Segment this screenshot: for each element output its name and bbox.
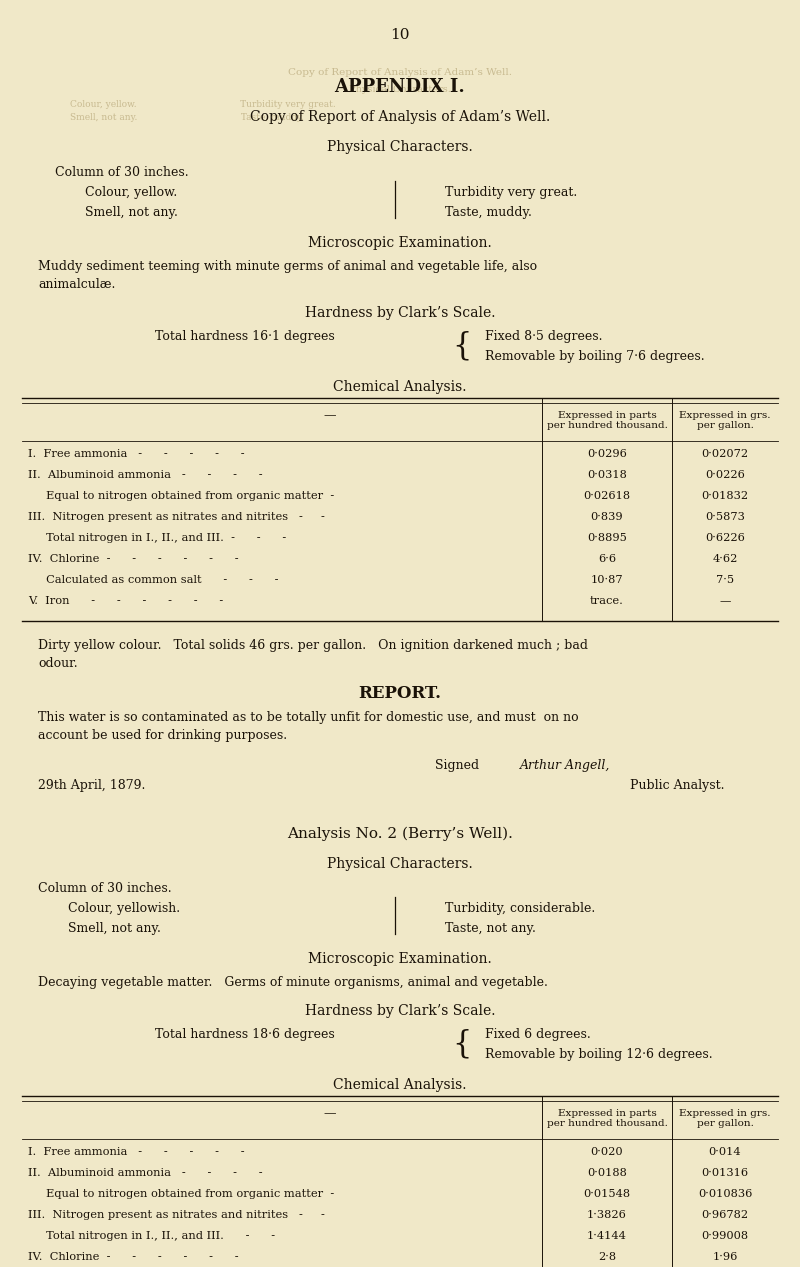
Text: Taste, not any.: Taste, not any. [445, 922, 536, 935]
Text: 0·6226: 0·6226 [705, 533, 745, 544]
Text: Equal to nitrogen obtained from organic matter  -: Equal to nitrogen obtained from organic … [28, 492, 334, 500]
Text: 0·8895: 0·8895 [587, 533, 627, 544]
Text: account be used for drinking purposes.: account be used for drinking purposes. [38, 729, 287, 742]
Text: 0·0296: 0·0296 [587, 449, 627, 459]
Text: I.  Free ammonia   -      -      -      -      -: I. Free ammonia - - - - - [28, 449, 245, 459]
Text: 10·87: 10·87 [590, 575, 623, 585]
Text: Decaying vegetable matter.   Germs of minute organisms, animal and vegetable.: Decaying vegetable matter. Germs of minu… [38, 976, 548, 990]
Text: Total hardness 18·6 degrees: Total hardness 18·6 degrees [155, 1028, 334, 1041]
Text: APPENDIX I.: APPENDIX I. [334, 79, 466, 96]
Text: 1·4144: 1·4144 [587, 1232, 627, 1240]
Text: 0·839: 0·839 [590, 512, 623, 522]
Text: {: { [452, 329, 471, 361]
Text: Hardness by Clark’s Scale.: Hardness by Clark’s Scale. [305, 307, 495, 321]
Text: Expressed in parts
per hundred thousand.: Expressed in parts per hundred thousand. [546, 411, 667, 431]
Text: Smell, not any.: Smell, not any. [85, 207, 178, 219]
Text: Removable by boiling 7·6 degrees.: Removable by boiling 7·6 degrees. [485, 350, 705, 364]
Text: Expressed in grs.
per gallon.: Expressed in grs. per gallon. [679, 411, 770, 431]
Text: Smell, not any.: Smell, not any. [68, 922, 161, 935]
Text: Physical Characters.: Physical Characters. [349, 85, 451, 94]
Text: odour.: odour. [38, 658, 78, 670]
Text: Total nitrogen in I., II., and III.  -      -      -: Total nitrogen in I., II., and III. - - … [28, 533, 286, 544]
Text: 0·02072: 0·02072 [702, 449, 749, 459]
Text: Removable by boiling 12·6 degrees.: Removable by boiling 12·6 degrees. [485, 1048, 713, 1060]
Text: III.  Nitrogen present as nitrates and nitrites   -     -: III. Nitrogen present as nitrates and ni… [28, 1210, 325, 1220]
Text: IV.  Chlorine  -      -      -      -      -      -: IV. Chlorine - - - - - - [28, 1252, 238, 1262]
Text: Colour, yellow.                                    Turbidity very great.: Colour, yellow. Turbidity very great. [70, 100, 336, 109]
Text: Calculated as common salt      -      -      -: Calculated as common salt - - - [28, 575, 278, 585]
Text: Fixed 6 degrees.: Fixed 6 degrees. [485, 1028, 590, 1041]
Text: 0·02618: 0·02618 [583, 492, 630, 500]
Text: Chemical Analysis.: Chemical Analysis. [334, 1078, 466, 1092]
Text: 0·0318: 0·0318 [587, 470, 627, 480]
Text: Physical Characters.: Physical Characters. [327, 856, 473, 870]
Text: 1·3826: 1·3826 [587, 1210, 627, 1220]
Text: Total nitrogen in I., II., and III.      -      -: Total nitrogen in I., II., and III. - - [28, 1232, 275, 1240]
Text: animalculæ.: animalculæ. [38, 277, 115, 291]
Text: 0·020: 0·020 [590, 1147, 623, 1157]
Text: 0·01548: 0·01548 [583, 1188, 630, 1199]
Text: 0·010836: 0·010836 [698, 1188, 752, 1199]
Text: Copy of Report of Analysis of Adam’s Well.: Copy of Report of Analysis of Adam’s Wel… [288, 68, 512, 77]
Text: Turbidity very great.: Turbidity very great. [445, 186, 578, 199]
Text: Smell, not any.                                    Taste, muddy.: Smell, not any. Taste, muddy. [70, 113, 304, 122]
Text: I.  Free ammonia   -      -      -      -      -: I. Free ammonia - - - - - [28, 1147, 245, 1157]
Text: 1·96: 1·96 [712, 1252, 738, 1262]
Text: 0·01832: 0·01832 [702, 492, 749, 500]
Text: Turbidity, considerable.: Turbidity, considerable. [445, 902, 595, 915]
Text: 0·01316: 0·01316 [702, 1168, 749, 1178]
Text: 0·0226: 0·0226 [705, 470, 745, 480]
Text: 7·5: 7·5 [716, 575, 734, 585]
Text: Dirty yellow colour.   Total solids 46 grs. per gallon.   On ignition darkened m: Dirty yellow colour. Total solids 46 grs… [38, 639, 588, 653]
Text: Muddy sediment teeming with minute germs of animal and vegetable life, also: Muddy sediment teeming with minute germs… [38, 260, 537, 272]
Text: Public Analyst.: Public Analyst. [630, 779, 725, 792]
Text: Microscopic Examination.: Microscopic Examination. [308, 952, 492, 965]
Text: III.  Nitrogen present as nitrates and nitrites   -     -: III. Nitrogen present as nitrates and ni… [28, 512, 325, 522]
Text: Arthur Angell,: Arthur Angell, [520, 759, 610, 772]
Text: Equal to nitrogen obtained from organic matter  -: Equal to nitrogen obtained from organic … [28, 1188, 334, 1199]
Text: Total hardness 16·1 degrees: Total hardness 16·1 degrees [155, 329, 334, 343]
Text: Microscopic Examination.: Microscopic Examination. [308, 236, 492, 250]
Text: V.  Iron      -      -      -      -      -      -: V. Iron - - - - - - [28, 595, 223, 606]
Text: Chemical Analysis.: Chemical Analysis. [334, 380, 466, 394]
Text: REPORT.: REPORT. [358, 685, 442, 702]
Text: Column of 30 inches.: Column of 30 inches. [38, 882, 172, 895]
Text: 6·6: 6·6 [598, 554, 616, 564]
Text: IV.  Chlorine  -      -      -      -      -      -: IV. Chlorine - - - - - - [28, 554, 238, 564]
Text: —: — [324, 1107, 336, 1120]
Text: Column of 30 inches.: Column of 30 inches. [55, 166, 189, 179]
Text: —: — [324, 409, 336, 422]
Text: 10: 10 [390, 28, 410, 42]
Text: {: { [452, 1028, 471, 1059]
Text: Colour, yellowish.: Colour, yellowish. [68, 902, 180, 915]
Text: 0·0188: 0·0188 [587, 1168, 627, 1178]
Text: trace.: trace. [590, 595, 624, 606]
Text: Copy of Report of Analysis of Adam’s Well.: Copy of Report of Analysis of Adam’s Wel… [250, 110, 550, 124]
Text: 29th April, 1879.: 29th April, 1879. [38, 779, 146, 792]
Text: Analysis No. 2 (Berry’s Well).: Analysis No. 2 (Berry’s Well). [287, 827, 513, 841]
Text: Expressed in parts
per hundred thousand.: Expressed in parts per hundred thousand. [546, 1109, 667, 1129]
Text: Expressed in grs.
per gallon.: Expressed in grs. per gallon. [679, 1109, 770, 1129]
Text: Physical Characters.: Physical Characters. [327, 139, 473, 155]
Text: Taste, muddy.: Taste, muddy. [445, 207, 532, 219]
Text: Hardness by Clark’s Scale.: Hardness by Clark’s Scale. [305, 1003, 495, 1017]
Text: 0·5873: 0·5873 [705, 512, 745, 522]
Text: This water is so contaminated as to be totally unfit for domestic use, and must : This water is so contaminated as to be t… [38, 711, 578, 723]
Text: 2·8: 2·8 [598, 1252, 616, 1262]
Text: 0·99008: 0·99008 [702, 1232, 749, 1240]
Text: 4·62: 4·62 [712, 554, 738, 564]
Text: II.  Albuminoid ammonia   -      -      -      -: II. Albuminoid ammonia - - - - [28, 470, 262, 480]
Text: —: — [719, 595, 730, 606]
Text: Fixed 8·5 degrees.: Fixed 8·5 degrees. [485, 329, 602, 343]
Text: Signed: Signed [435, 759, 479, 772]
Text: Colour, yellow.: Colour, yellow. [85, 186, 178, 199]
Text: 0·96782: 0·96782 [702, 1210, 749, 1220]
Text: II.  Albuminoid ammonia   -      -      -      -: II. Albuminoid ammonia - - - - [28, 1168, 262, 1178]
Text: 0·014: 0·014 [709, 1147, 742, 1157]
